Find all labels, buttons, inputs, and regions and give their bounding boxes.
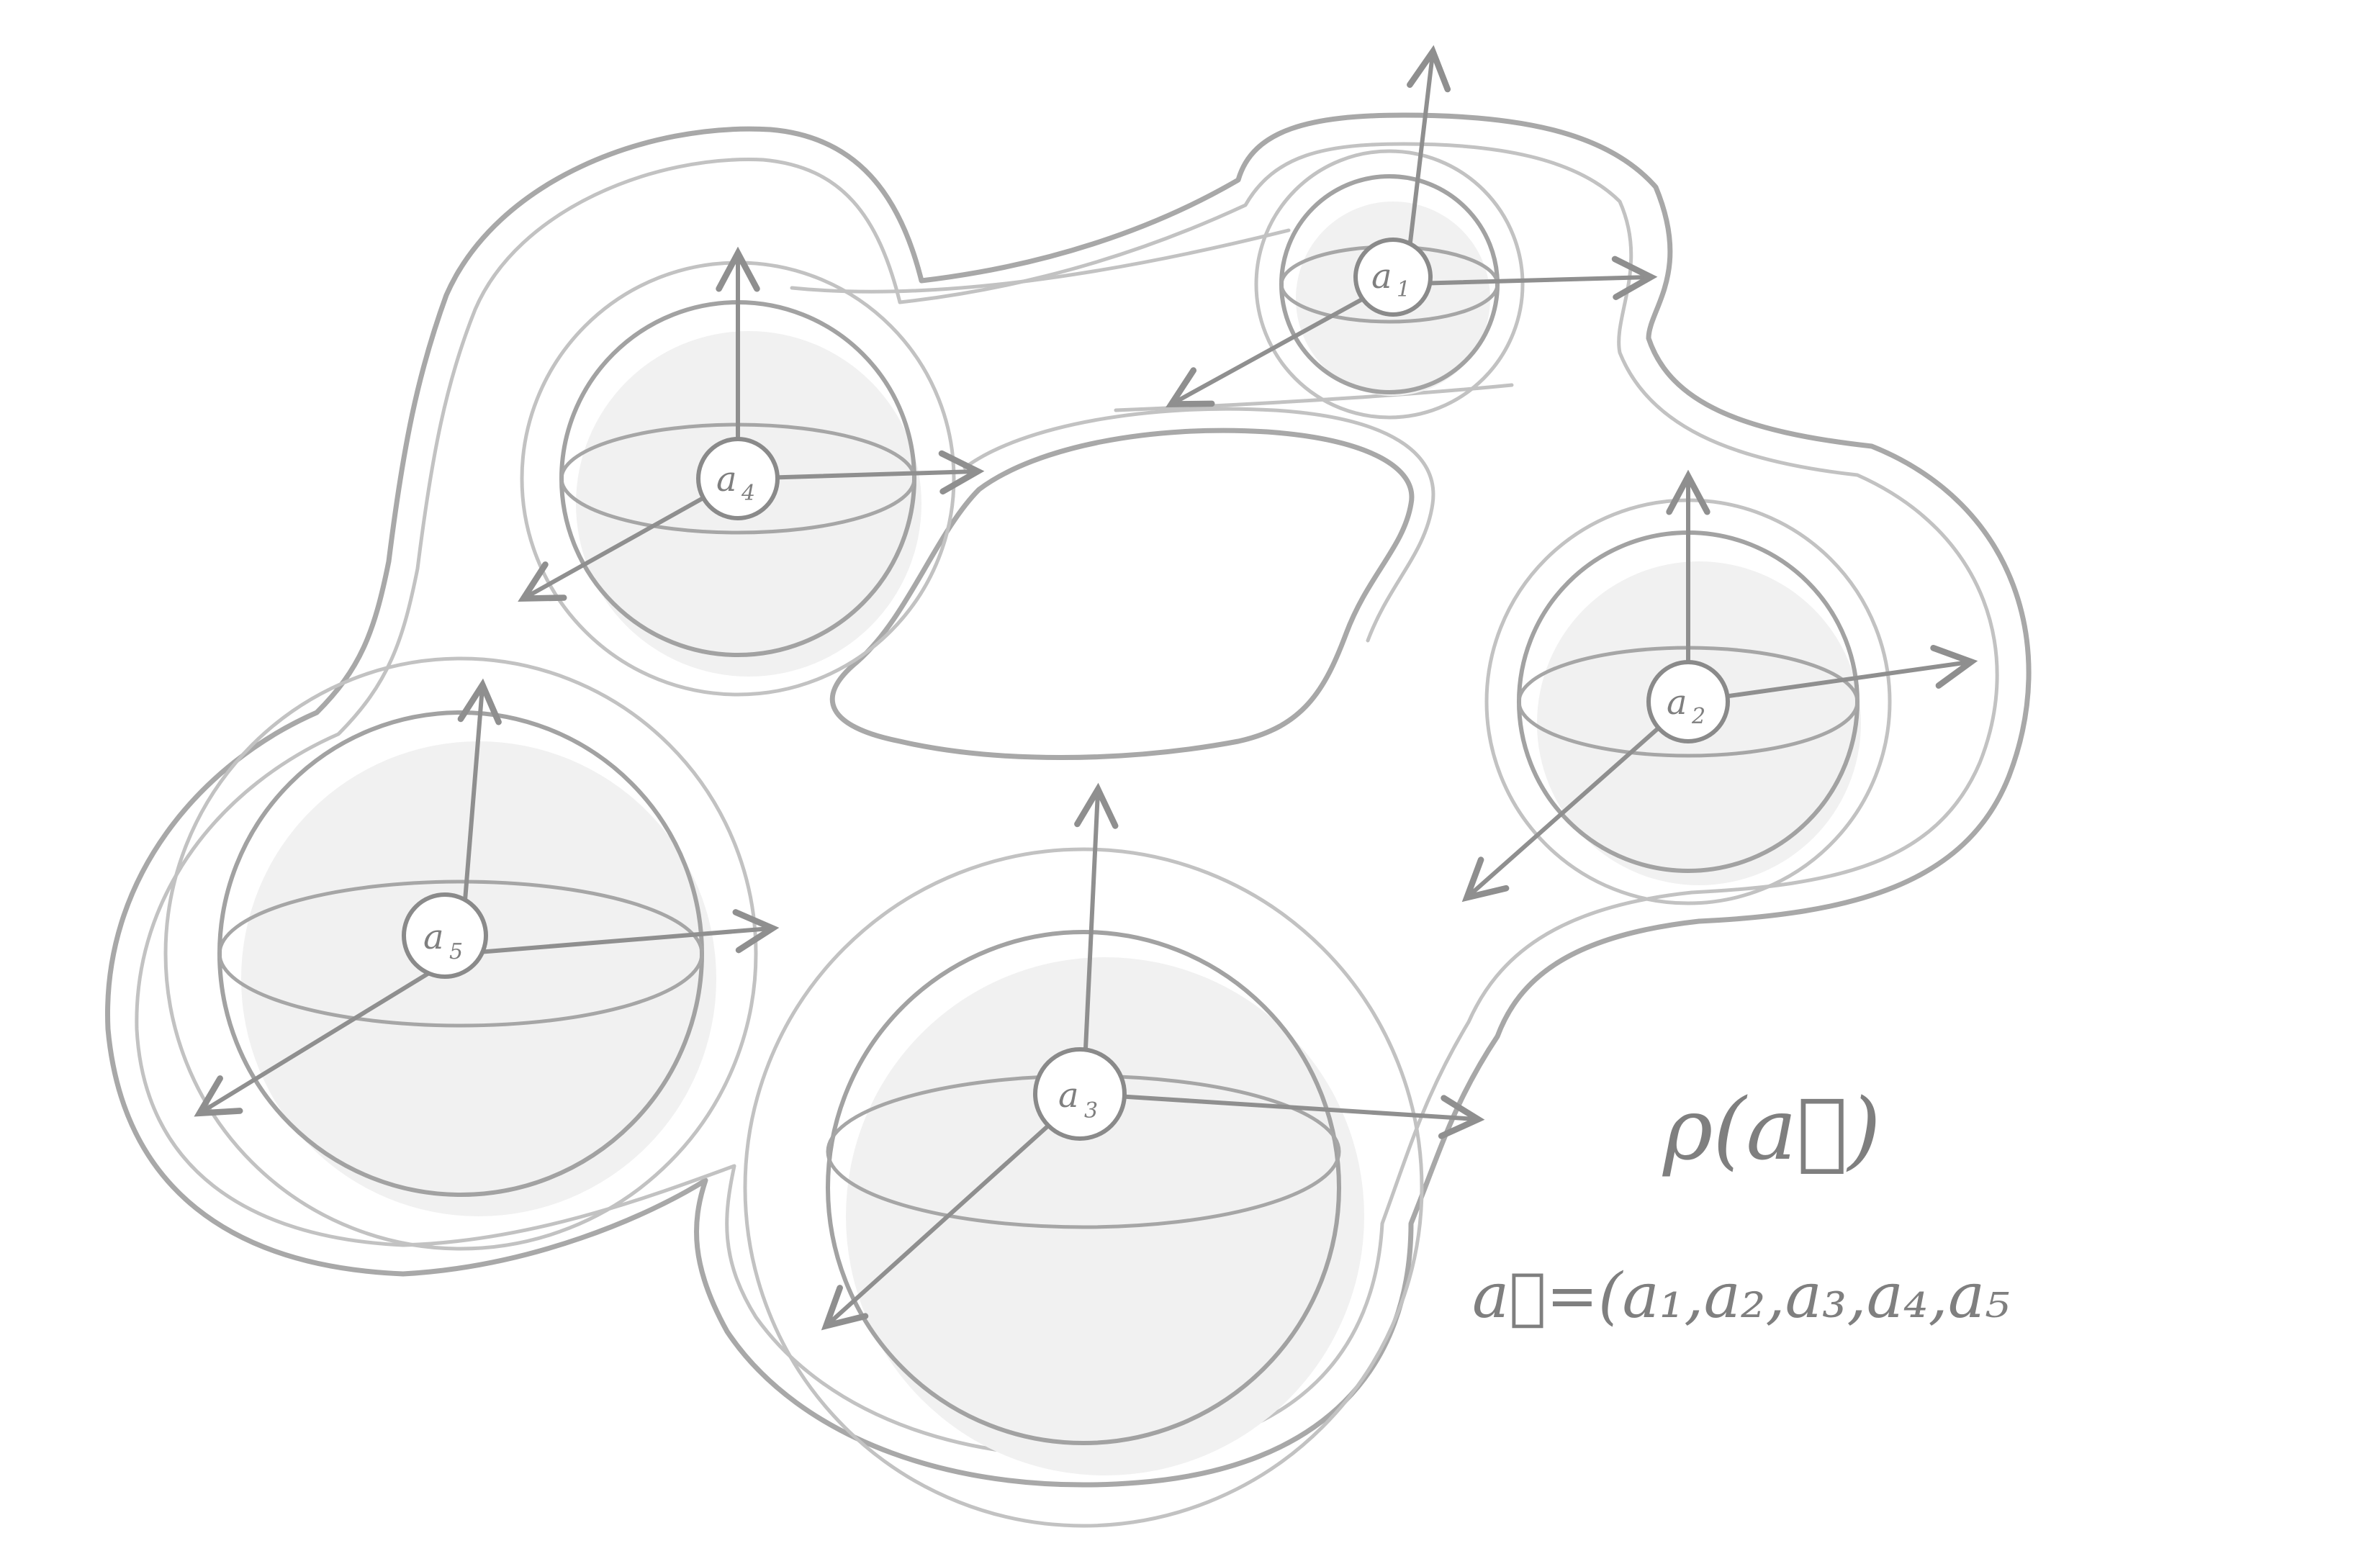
atom-a3: a 3 [743, 782, 1485, 1528]
atom-a1-nucleus [1353, 238, 1433, 317]
atom-a1-symbol: a [1371, 256, 1392, 297]
atom-a3-y-axis [821, 1092, 1086, 1331]
atom-a5-halo [163, 656, 758, 1251]
atom-a3-halo [743, 847, 1424, 1528]
atom-a5-nucleus [402, 892, 488, 979]
atom-a4: a 4 [518, 246, 985, 697]
density-label: ρ(a⃗) [1662, 1080, 1881, 1179]
atom-a4-symbol: a [716, 459, 737, 499]
density-formula: ρ(a⃗) a⃗=(a₁,a₂,a₃,a₄,a₅ [1472, 1080, 2010, 1332]
atom-a5-y-axis [194, 951, 463, 1117]
atom-a1-y-axis [1166, 282, 1392, 407]
atom-a2-index: 2 [1691, 704, 1705, 729]
atom-a2-y-axis [1461, 700, 1690, 903]
bridge-line-bottom [1114, 383, 1514, 412]
atom-a2-nucleus [1646, 660, 1730, 743]
atom-a1-index: 1 [1397, 277, 1410, 302]
atom-a2-x-axis [1686, 645, 1978, 704]
bridge-line-top [790, 228, 1291, 294]
atom-a4-index: 4 [741, 481, 755, 506]
nuclear-coordinates-vector: a⃗=(a₁,a₂,a₃,a₄,a₅ [1472, 1260, 2010, 1332]
atom-a1-x-axis [1387, 256, 1658, 300]
atom-a3-nucleus [1033, 1047, 1127, 1141]
atom-a3-z-axis [1074, 782, 1119, 1096]
atom-a3-index: 3 [1084, 1098, 1098, 1123]
atom-a3-sphere [826, 930, 1341, 1445]
atom-a5-equator [217, 879, 704, 1028]
atom-a2: a 2 [1461, 469, 1978, 905]
inner-cavity-halo [963, 407, 1435, 643]
atom-a2-symbol: a [1667, 682, 1687, 723]
atom-a1-halo [1254, 149, 1525, 420]
atom-a3-symbol: a [1058, 1075, 1079, 1116]
inner-cavity [829, 428, 1415, 760]
atom-a3-x-axis [1081, 1092, 1485, 1139]
atom-a5-index: 5 [449, 939, 463, 964]
atom-a5-x-axis [459, 909, 780, 956]
atom-a5-symbol: a [423, 917, 444, 957]
outer-contour [105, 112, 2032, 1488]
atom-a4-nucleus [696, 437, 780, 520]
atom-a5: a 5 [163, 656, 780, 1251]
outer-contour-inner [135, 142, 1999, 1458]
atom-a1: a 1 [1166, 45, 1658, 420]
atom-a1-z-axis [1405, 45, 1451, 268]
